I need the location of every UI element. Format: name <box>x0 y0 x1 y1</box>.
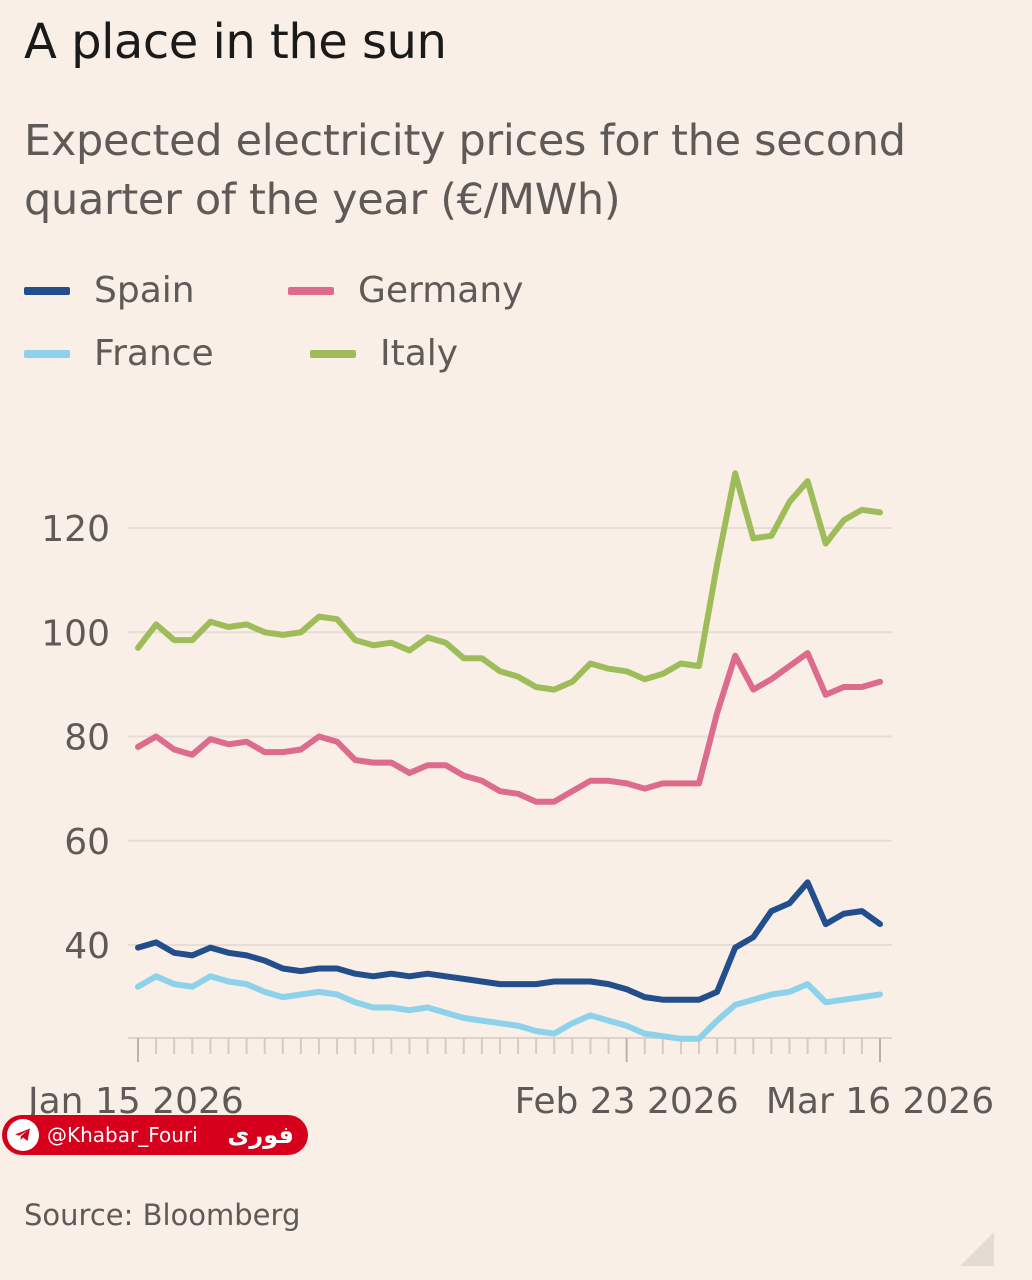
y-tick-label-120: 120 <box>41 509 110 550</box>
y-tick-label-60: 60 <box>64 822 110 863</box>
legend-swatch-germany <box>288 286 334 295</box>
legend-label-spain: Spain <box>94 270 195 311</box>
chart-subtitle: Expected electricity prices for the seco… <box>24 116 906 225</box>
y-tick-label-80: 80 <box>64 718 110 759</box>
chart-title: A place in the sun <box>24 14 447 70</box>
y-tick-label-40: 40 <box>64 926 110 967</box>
y-tick-label-100: 100 <box>41 613 110 654</box>
source-note: Source: Bloomberg <box>24 1198 301 1232</box>
legend-swatch-italy <box>310 349 356 358</box>
legend-item-spain: Spain <box>24 270 195 311</box>
legend-label-france: France <box>94 333 214 374</box>
legend-item-germany: Germany <box>288 270 523 311</box>
watermark-handle: @Khabar_Fouri <box>47 1123 198 1147</box>
legend-swatch-spain <box>24 286 70 295</box>
watermark-badge[interactable]: @Khabar_Fouri فوری <box>2 1115 308 1155</box>
series-line-spain <box>135 879 883 1003</box>
corner-triangle-icon <box>960 1232 994 1266</box>
series-line-italy <box>135 470 883 693</box>
watermark-logo: فوری <box>227 1121 294 1149</box>
legend-swatch-france <box>24 349 70 358</box>
series-line-france <box>135 973 883 1042</box>
telegram-icon <box>7 1119 39 1151</box>
legend-item-italy: Italy <box>310 333 458 374</box>
legend-label-germany: Germany <box>358 270 524 311</box>
series-line-germany <box>135 650 883 805</box>
legend-item-france: France <box>24 333 214 374</box>
x-tick-label: Mar 16 2026 <box>766 1081 994 1122</box>
legend-label-italy: Italy <box>380 333 459 374</box>
x-tick-label: Feb 23 2026 <box>515 1081 739 1122</box>
